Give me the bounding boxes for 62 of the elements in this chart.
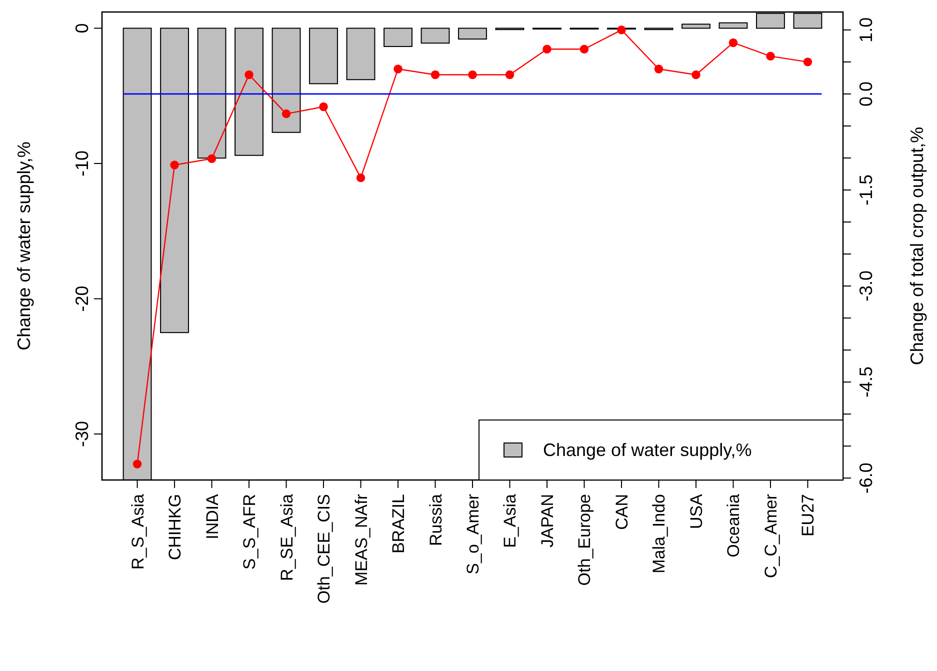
point [692, 70, 700, 80]
point [803, 58, 812, 66]
x-tick-label: EU27 [798, 494, 818, 537]
bar [346, 28, 376, 80]
point [394, 64, 402, 74]
point [356, 173, 366, 182]
bar [272, 28, 301, 133]
point [244, 70, 254, 80]
x-tick-label: Oth_CEE_CIS [314, 494, 334, 604]
point [580, 44, 589, 54]
legend-label: Change of water supply,% [543, 440, 752, 460]
y-tick-label: -20 [72, 286, 92, 312]
x-tick-label: CAN [612, 494, 632, 530]
x-tick-label: CHIHKG [166, 494, 185, 560]
x-tick-label: BRAZIL [389, 494, 408, 554]
x-tick-label: S_o_Amer [464, 494, 482, 574]
x-tick-label: E_Asia [500, 493, 520, 548]
bar [458, 28, 487, 40]
bar [309, 28, 338, 84]
point [505, 70, 514, 80]
x-tick-label: Russia [426, 493, 446, 546]
y2-axis-title: Change of total crop output,% [907, 126, 927, 366]
point [430, 70, 440, 80]
point [132, 460, 142, 468]
y2-tick-label: -4.5 [856, 366, 876, 398]
point [542, 44, 552, 54]
point [766, 52, 775, 61]
x-tick-label: C_C_Amer [761, 494, 780, 578]
x-tick-label: S_S_AFR [240, 494, 260, 570]
y-axis-title: Change of water supply,% [14, 142, 34, 350]
x-tick-label: JAPAN [538, 494, 557, 548]
y2-tick-label: -3.0 [856, 270, 876, 302]
point [468, 70, 477, 80]
bar [718, 22, 748, 29]
x-tick-label: USA [686, 493, 706, 529]
y-tick-label: -30 [72, 421, 92, 448]
point [654, 64, 664, 74]
bar [384, 28, 412, 47]
x-tick-label: INDIA [202, 493, 222, 540]
point [319, 102, 328, 112]
x-tick-label: Mala_Indo [650, 494, 669, 574]
bar [197, 28, 226, 159]
bar [160, 28, 189, 334]
point [617, 26, 626, 34]
point [728, 38, 738, 48]
point [207, 154, 216, 163]
bar [682, 24, 710, 29]
y2-tick-label: 0.0 [856, 81, 876, 106]
point [170, 160, 179, 170]
y2-tick-label: 1.0 [856, 17, 876, 42]
y2-tick-label: -1.5 [856, 174, 876, 206]
x-tick-label: MEAS_NAfr [352, 494, 371, 586]
x-tick-label: Oceania [724, 493, 744, 558]
bar [234, 28, 264, 156]
x-tick-label: R_S_Asia [128, 493, 148, 570]
x-tick-label: Oth_Europe [575, 494, 594, 586]
y-tick-label: 0 [72, 23, 92, 34]
y-tick-label: -10 [72, 150, 92, 176]
point [282, 109, 291, 118]
x-tick-label: R_SE_Asia [277, 493, 296, 581]
bar [420, 28, 450, 44]
y2-tick-label: -6.0 [856, 462, 876, 494]
